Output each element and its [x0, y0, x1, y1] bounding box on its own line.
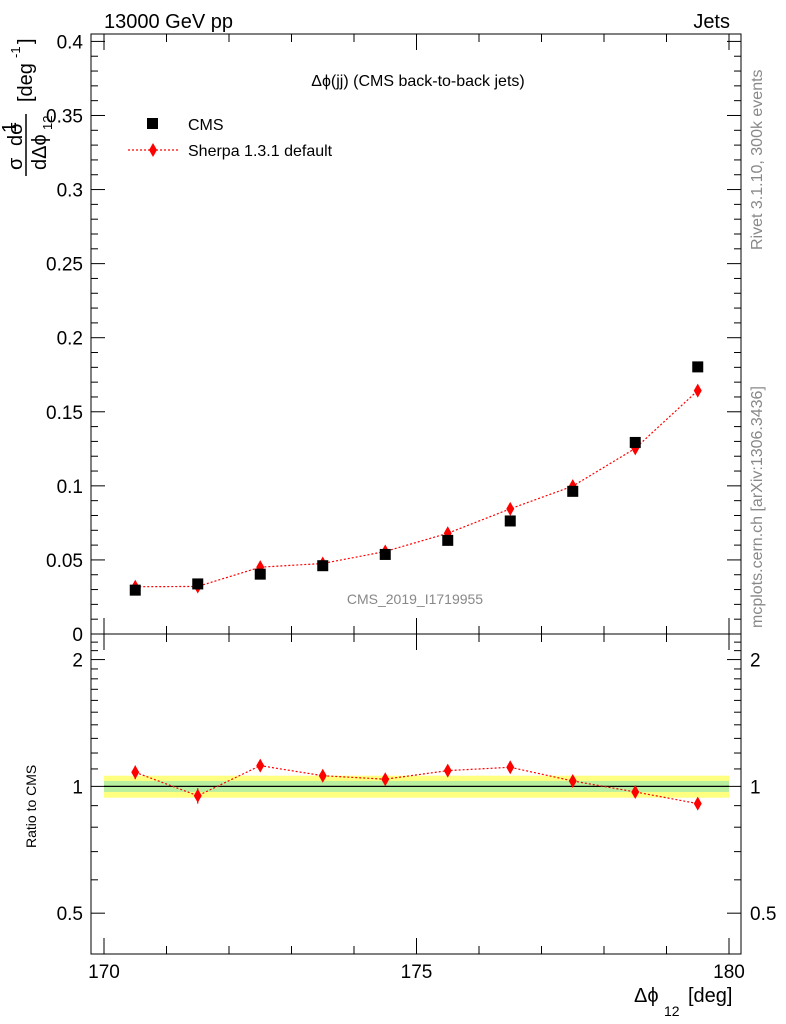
main-y-tick-label: 0.15 — [46, 403, 83, 424]
cms-point — [192, 578, 204, 590]
sherpa-point — [506, 501, 515, 516]
ratio-y-tick-label-right: 2 — [750, 651, 761, 672]
ratio-sherpa-line — [135, 765, 698, 805]
ratio-sherpa-point — [443, 763, 452, 778]
sherpa-line — [135, 390, 699, 588]
plot-title: Δϕ(jj) (CMS back-to-back jets) — [311, 73, 524, 90]
cms-point — [504, 515, 516, 527]
ratio-sherpa-point — [381, 772, 390, 787]
cms-point — [629, 436, 641, 448]
ratio-x-axis: 170 175 180 — [88, 634, 745, 983]
ratio-y-label: Ratio to CMS — [23, 765, 39, 848]
main-y-tick-label: 0.2 — [57, 329, 83, 350]
ratio-y-tick-label: 2 — [72, 651, 83, 672]
ratio-y-tick-label-right: 0.5 — [750, 904, 776, 925]
ratio-series — [131, 758, 702, 811]
ratio-x-tick-label: 175 — [401, 962, 433, 983]
main-y-tick-label: 0.1 — [57, 477, 83, 498]
svg-text:dσ: dσ — [5, 122, 27, 146]
legend-sherpa-marker — [149, 143, 157, 157]
cms-point — [379, 548, 391, 560]
legend-cms-label: CMS — [188, 117, 224, 134]
ratio-sherpa-point — [256, 758, 265, 773]
legend-cms-marker — [147, 118, 158, 129]
cms-point — [254, 568, 266, 580]
main-series — [129, 361, 704, 596]
sherpa-point — [693, 383, 702, 398]
svg-text:]: ] — [15, 38, 37, 44]
ratio-y-axis: 0.5 0.5 1 1 2 2 — [57, 641, 776, 925]
cms-point — [317, 560, 329, 572]
svg-text:12: 12 — [664, 1003, 680, 1019]
watermark: CMS_2019_I1719955 — [347, 591, 483, 607]
ratio-sherpa-point — [568, 773, 577, 788]
mcplots-label: mcplots.cern.ch [arXiv:1306.3436] — [749, 386, 766, 628]
main-y-tick-label: 0.25 — [46, 255, 83, 276]
header-right: Jets — [693, 11, 730, 33]
ratio-y-tick-label-right: 1 — [750, 777, 761, 798]
main-y-tick-label: 0.4 — [57, 32, 84, 53]
svg-text:dΔϕ: dΔϕ — [29, 134, 51, 170]
x-axis-label: Δϕ 12 [deg] — [634, 985, 732, 1019]
ratio-x-tick-label: 180 — [713, 962, 745, 983]
legend-sherpa-label: Sherpa 1.3.1 default — [188, 143, 333, 160]
ratio-sherpa-point — [693, 796, 702, 811]
svg-text:σ: σ — [5, 157, 27, 170]
main-panel: 0 0.05 0.1 0.15 0.2 0.25 0.3 0.35 0.4 CMS_2019_I… — [0, 32, 742, 646]
rivet-label: Rivet 3.1.10, 300k events — [749, 69, 766, 250]
svg-text:[deg]: [deg] — [688, 985, 732, 1007]
svg-text:12: 12 — [40, 116, 55, 130]
ratio-panel: 0.5 0.51 12 2 170 175 180 Ratio to CMS Δϕ 12 … — [23, 633, 776, 1019]
legend: CMS Sherpa 1.3.1 default — [128, 117, 333, 160]
cms-point — [442, 534, 454, 546]
main-y-tick-label: 0.3 — [57, 181, 83, 202]
cms-point — [129, 584, 141, 596]
ratio-sherpa-point — [318, 768, 327, 783]
main-y-tick-label: 0.35 — [46, 106, 83, 127]
cms-point — [692, 361, 704, 373]
ratio-y-tick-label: 0.5 — [57, 904, 83, 925]
main-y-axis: 0 0.05 0.1 0.15 0.2 0.25 0.3 0.35 0.4 — [46, 32, 741, 646]
ratio-sherpa-point — [506, 760, 515, 775]
svg-text:[deg: [deg — [15, 63, 37, 102]
main-x-axis — [103, 34, 730, 634]
svg-text:1: 1 — [0, 122, 21, 133]
ratio-sherpa-point — [193, 788, 202, 803]
header-left: 13000 GeV pp — [104, 11, 233, 33]
ratio-x-tick-label: 170 — [88, 962, 120, 983]
main-y-tick-label: 0.05 — [46, 551, 83, 572]
ratio-y-tick-label: 1 — [72, 777, 83, 798]
svg-text:-1: -1 — [8, 46, 23, 58]
cms-point — [567, 485, 579, 497]
ratio-sherpa-point — [131, 765, 140, 780]
ratio-sherpa-point — [631, 784, 640, 799]
main-y-tick-label: 0 — [72, 625, 83, 646]
main-y-label: σ 1 dΔϕ 12 dσ [deg -1 ] — [0, 38, 55, 176]
svg-text:Δϕ: Δϕ — [634, 985, 659, 1007]
